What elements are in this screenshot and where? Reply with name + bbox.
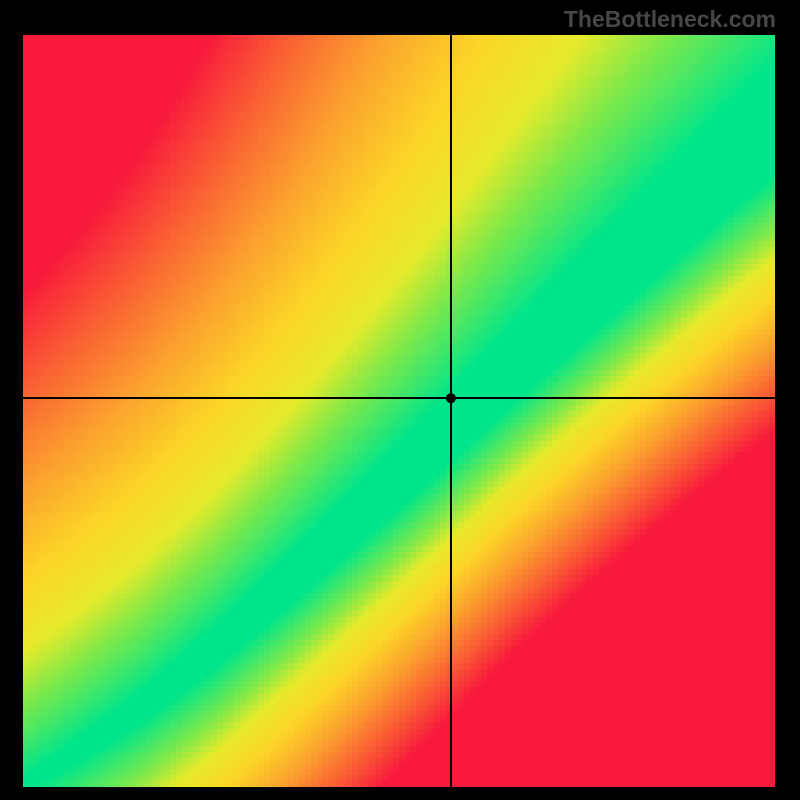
crosshair-vertical	[450, 35, 452, 787]
watermark-text: TheBottleneck.com	[564, 6, 776, 33]
heatmap-canvas	[23, 35, 775, 787]
crosshair-horizontal	[23, 397, 775, 399]
chart-container: { "watermark": "TheBottleneck.com", "can…	[0, 0, 800, 800]
